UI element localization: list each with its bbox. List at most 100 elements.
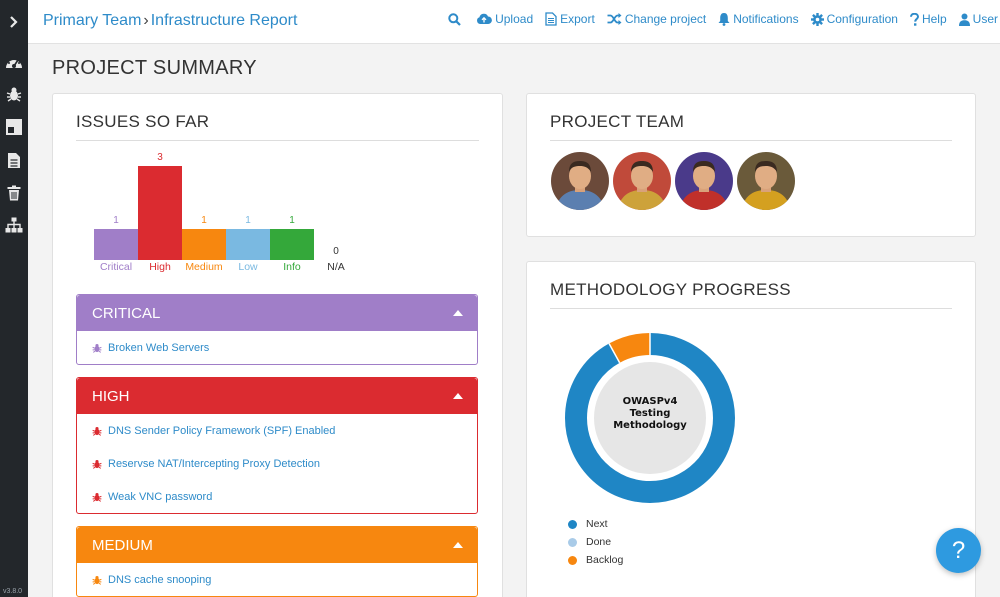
bar-category-label: High	[149, 261, 171, 273]
breadcrumb-separator: ›	[143, 12, 149, 29]
donut-segment-separator	[608, 343, 621, 364]
chevron-right-icon	[10, 16, 18, 28]
trash-icon	[7, 185, 21, 201]
legend-swatch	[568, 555, 577, 565]
user-label: User	[972, 12, 998, 26]
legend-label: Next	[586, 518, 608, 530]
user-icon	[958, 13, 970, 26]
top-nav: Upload Export Change project Notificatio…	[448, 12, 1000, 26]
bar-low	[226, 228, 270, 260]
donut-center	[594, 362, 706, 474]
page-title: PROJECT SUMMARY	[52, 57, 257, 79]
sidebar-expand-button[interactable]	[0, 8, 28, 36]
critical-panel-header[interactable]: CRITICAL	[77, 295, 477, 331]
legend-item-backlog[interactable]: Backlog	[568, 554, 623, 566]
sitemap-icon	[5, 217, 23, 233]
issue-item-label: Weak VNC password	[108, 490, 213, 503]
export-label: Export	[560, 12, 595, 26]
legend-swatch	[568, 537, 577, 547]
sidebar-item-hierarchy[interactable]	[0, 211, 28, 239]
bar-category-label: N/A	[327, 261, 345, 273]
upload-label: Upload	[495, 12, 534, 26]
gear-icon	[810, 12, 824, 26]
issue-item[interactable]: Broken Web Servers	[77, 331, 477, 364]
team-member-avatar[interactable]	[737, 152, 795, 210]
project-team-title: PROJECT TEAM	[550, 112, 685, 131]
user-menu-button[interactable]: User	[958, 12, 998, 26]
breadcrumb-project[interactable]: Infrastructure Report	[150, 12, 298, 29]
sidebar-item-trash[interactable]	[0, 179, 28, 207]
sidebar-item-issues[interactable]	[0, 80, 28, 108]
bug-icon	[92, 492, 102, 502]
breadcrumb: Primary Team › Infrastructure Report	[43, 12, 297, 30]
bar-value-label: 1	[113, 214, 119, 226]
caret-up-icon	[453, 542, 463, 548]
search-button[interactable]	[448, 12, 464, 26]
critical-panel: CRITICAL Broken Web Servers	[76, 294, 478, 365]
medium-panel-header[interactable]: MEDIUM	[77, 527, 477, 563]
help-button[interactable]: Help	[909, 12, 947, 26]
bar-value-label: 1	[245, 214, 251, 226]
issue-item-label: Broken Web Servers	[108, 341, 210, 354]
sidebar-item-layouts[interactable]	[0, 113, 28, 141]
search-icon	[448, 12, 461, 26]
bug-icon	[92, 426, 102, 436]
help-chat-label: ?	[951, 536, 966, 564]
change-project-button[interactable]: Change project	[607, 12, 706, 26]
high-panel-header[interactable]: HIGH	[77, 378, 477, 414]
sidebar-item-dashboard[interactable]	[0, 48, 28, 76]
medium-panel-title: MEDIUM	[92, 536, 153, 554]
medium-panel: MEDIUM DNS cache snooping	[76, 526, 478, 597]
project-team-divider	[550, 140, 952, 141]
cloud-upload-icon	[477, 13, 492, 24]
configuration-label: Configuration	[826, 12, 898, 26]
bar-high	[138, 165, 182, 260]
donut-center-label: Methodology	[613, 420, 687, 431]
notifications-label: Notifications	[733, 12, 799, 26]
caret-up-icon	[453, 393, 463, 399]
methodology-title: METHODOLOGY PROGRESS	[550, 280, 791, 299]
file-export-icon	[545, 12, 557, 26]
document-icon	[8, 152, 20, 168]
bar-value-label: 1	[289, 214, 295, 226]
help-label: Help	[921, 12, 947, 26]
bar-category-label: Info	[283, 261, 301, 273]
sidebar: v3.8.0	[0, 0, 28, 597]
bug-icon	[92, 343, 102, 353]
issues-card-title: ISSUES SO FAR	[76, 112, 210, 131]
issue-item-label: DNS Sender Policy Framework (SPF) Enable…	[108, 424, 336, 437]
caret-up-icon	[453, 310, 463, 316]
bug-icon	[92, 575, 102, 585]
legend-item-next[interactable]: Next	[568, 518, 608, 530]
issue-item[interactable]: Reservse NAT/Intercepting Proxy Detectio…	[77, 447, 477, 480]
methodology-divider	[550, 308, 952, 309]
issue-item[interactable]: Weak VNC password	[77, 480, 477, 513]
bar-value-label: 3	[157, 151, 163, 163]
help-chat-button[interactable]: ?	[936, 528, 981, 573]
version-label: v3.8.0	[3, 588, 23, 595]
notifications-button[interactable]: Notifications	[718, 12, 799, 26]
breadcrumb-team[interactable]: Primary Team	[43, 12, 142, 29]
donut-center-label: Testing	[630, 408, 671, 419]
legend-label: Done	[586, 536, 612, 548]
team-member-avatar[interactable]	[675, 152, 733, 210]
export-button[interactable]: Export	[545, 12, 595, 26]
issue-item[interactable]: DNS cache snooping	[77, 563, 477, 596]
dashboard-gauge-icon	[6, 58, 22, 68]
upload-button[interactable]: Upload	[476, 12, 533, 26]
bar-category-label: Critical	[99, 261, 133, 273]
team-member-avatar[interactable]	[551, 152, 609, 210]
team-member-avatar[interactable]	[613, 152, 671, 210]
issue-item[interactable]: DNS Sender Policy Framework (SPF) Enable…	[77, 414, 477, 447]
sidebar-item-reports[interactable]	[0, 146, 28, 174]
bar-critical	[94, 228, 138, 260]
change-project-label: Change project	[624, 12, 707, 26]
bar-category-label: Medium	[185, 261, 223, 273]
legend-item-done[interactable]: Done	[568, 536, 611, 548]
bar-info	[270, 228, 314, 260]
bug-icon	[6, 87, 22, 102]
bug-icon	[92, 459, 102, 469]
bar-medium	[182, 228, 226, 260]
configuration-button[interactable]: Configuration	[810, 12, 898, 26]
